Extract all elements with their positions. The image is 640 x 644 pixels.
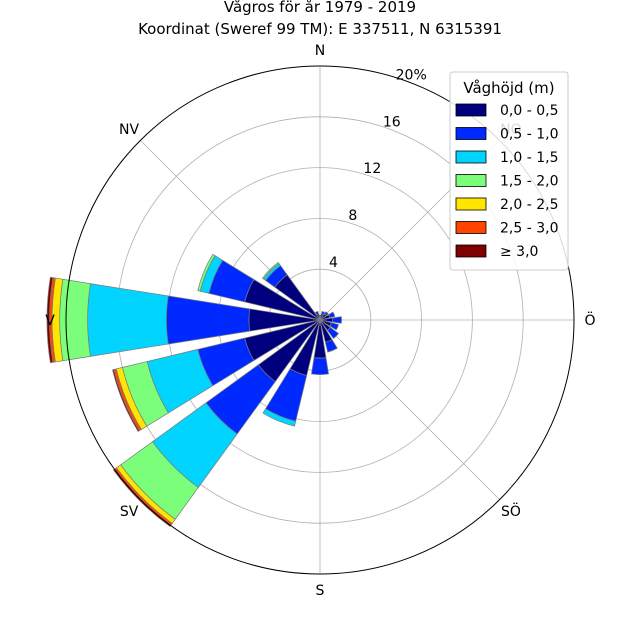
legend-label-1: 0,5 - 1,0 [500, 127, 558, 143]
wave-bars [46, 253, 342, 528]
chart-subtitle: Koordinat (Sweref 99 TM): E 337511, N 63… [138, 20, 502, 38]
legend-label-0: 0,0 - 0,5 [500, 103, 558, 119]
bar-sector-12-bin-3 [59, 278, 91, 362]
legend-label-2: 1,0 - 1,5 [500, 150, 558, 166]
bar-sector-1-bin-1 [321, 310, 326, 316]
direction-labels: NNOÖSÖSSVVNV [45, 43, 595, 599]
radial-ticks: 4 8 12 16 20% [329, 67, 427, 271]
legend-label-6: ≥ 3,0 [500, 244, 538, 260]
legend-frame [449, 71, 569, 271]
legend-swatch-5 [455, 221, 487, 234]
radial-tick-label-4: 20% [396, 67, 427, 83]
bar-sector-8-bin-1 [311, 357, 329, 375]
bar-sector-2-bin-1 [323, 311, 329, 317]
direction-label-0: N [315, 43, 325, 59]
direction-label-3: SÖ [501, 502, 521, 520]
legend-label-3: 1,5 - 2,0 [500, 174, 558, 190]
bar-sector-13-bin-3 [197, 253, 216, 292]
grid-spoke-3 [319, 319, 500, 500]
direction-label-4: S [316, 583, 325, 599]
radial-tick-label-3: 16 [383, 114, 401, 130]
bar-sector-9-bin-2 [262, 408, 297, 427]
bar-sector-15-bin-1 [314, 310, 319, 316]
legend-items: 0,0 - 0,5 0,5 - 1,0 1,0 - 1,5 1,5 - 2,0 2,0 … [455, 103, 558, 260]
legend-label-5: 2,5 - 3,0 [500, 221, 558, 237]
legend: Våghöjd (m) 0,0 - 0,5 0,5 - 1,0 1,0 - 1,5 1… [449, 71, 569, 271]
legend-swatch-6 [455, 244, 487, 258]
bar-sector-5-bin-1 [329, 322, 339, 331]
legend-title: Våghöjd (m) [463, 79, 554, 97]
radial-tick-label-2: 12 [363, 161, 381, 177]
outer-circle [65, 65, 575, 575]
chart-title: Vågros för år 1979 - 2019 [224, 0, 416, 16]
bar-sector-12-bin-1 [166, 295, 251, 345]
legend-swatch-4 [455, 197, 487, 211]
direction-label-5: SV [120, 504, 139, 520]
radial-tick-label-0: 4 [329, 255, 338, 271]
bar-sector-7-bin-1 [324, 339, 338, 353]
legend-label-4: 2,0 - 2,5 [500, 197, 558, 213]
legend-swatch-3 [455, 174, 487, 187]
bar-sector-14-bin-3 [261, 261, 280, 280]
legend-swatch-0 [455, 103, 487, 117]
radial-tick-label-1: 8 [348, 208, 357, 224]
bar-sector-0-bin-1 [318, 314, 322, 317]
direction-label-6: V [45, 313, 55, 329]
bar-sector-6-bin-1 [326, 326, 339, 339]
bar-sector-12-bin-6 [46, 276, 54, 364]
bar-sector-12-bin-2 [87, 283, 169, 357]
bar-sector-3-bin-1 [328, 311, 336, 319]
direction-label-7: NV [119, 122, 139, 138]
direction-label-2: Ö [584, 311, 595, 329]
legend-swatch-1 [455, 127, 487, 140]
legend-swatch-2 [455, 150, 487, 164]
bar-sector-11-bin-6 [112, 369, 140, 432]
bar-sector-4-bin-1 [332, 316, 342, 324]
